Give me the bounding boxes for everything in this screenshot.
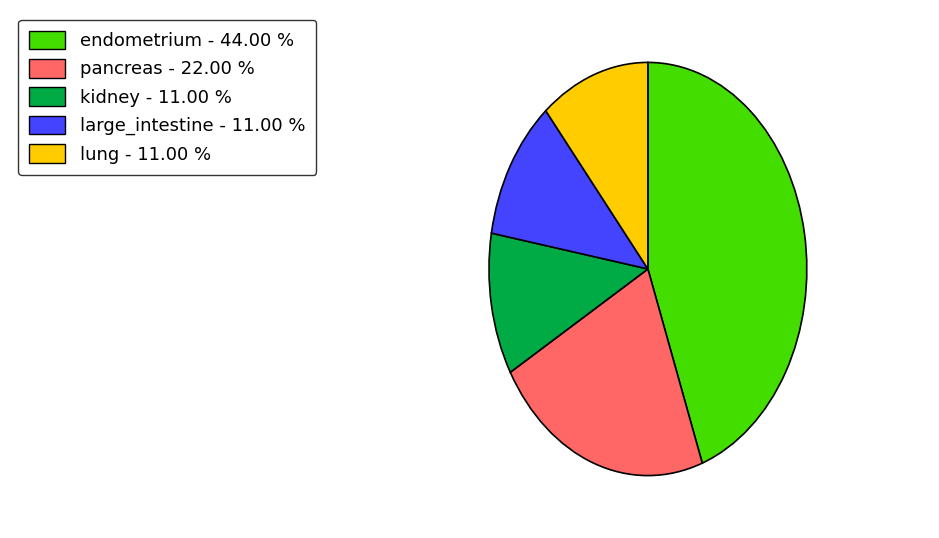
Wedge shape — [491, 111, 648, 269]
Wedge shape — [510, 269, 702, 476]
Wedge shape — [489, 233, 648, 372]
Legend: endometrium - 44.00 %, pancreas - 22.00 %, kidney - 11.00 %, large_intestine - 1: endometrium - 44.00 %, pancreas - 22.00 … — [19, 20, 316, 174]
Wedge shape — [648, 62, 807, 463]
Wedge shape — [546, 62, 648, 269]
